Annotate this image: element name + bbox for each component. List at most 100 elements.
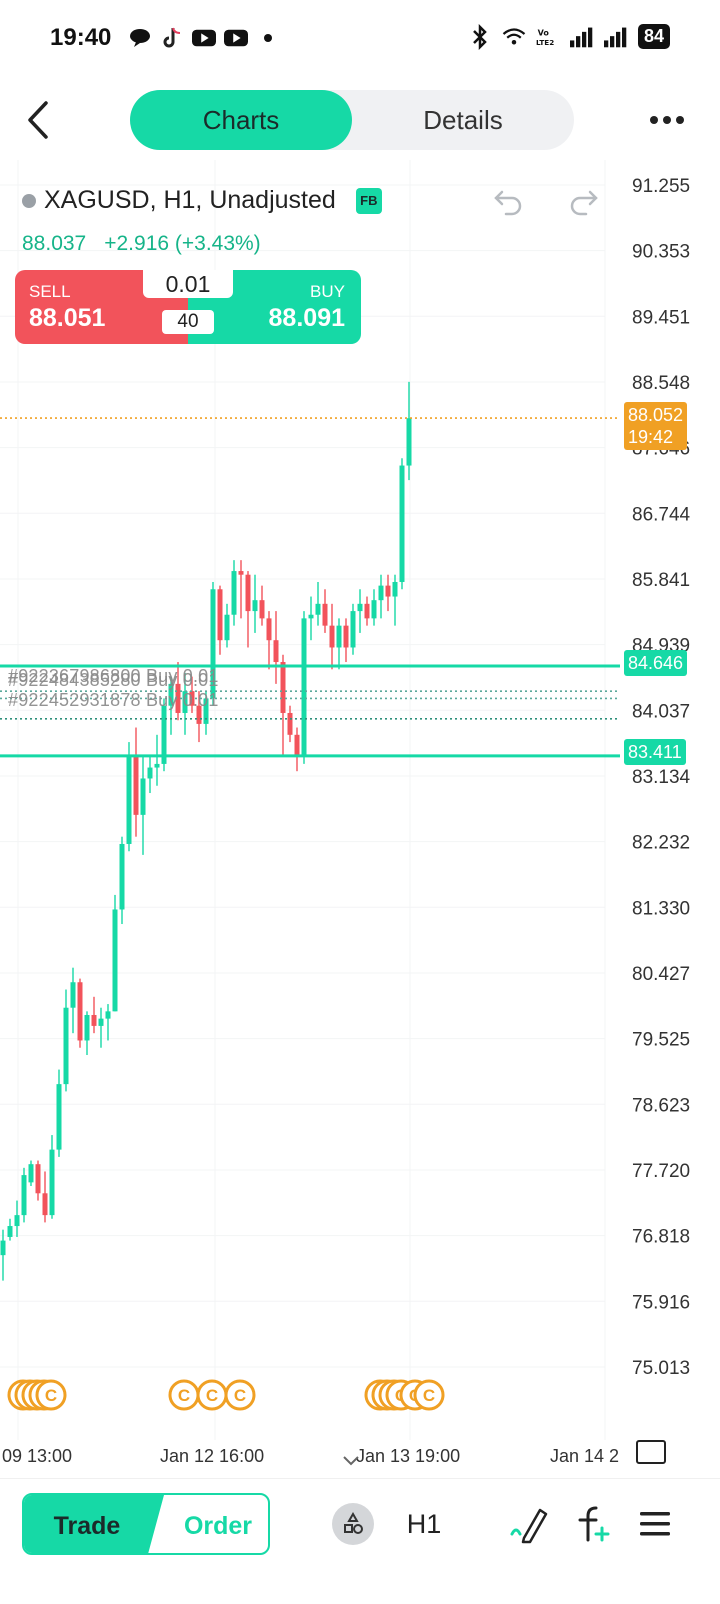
bluetooth-icon: [468, 23, 492, 50]
chevron-left-icon: [28, 101, 48, 139]
pencil-icon: [510, 1508, 548, 1544]
indicators-button[interactable]: [576, 1501, 612, 1547]
event-marker-label: C: [178, 1386, 190, 1405]
chevron-down-icon: [343, 1456, 359, 1466]
tiktok-icon: [160, 26, 184, 50]
candle-down: [287, 712, 293, 735]
timeframe-button[interactable]: H1: [406, 1508, 442, 1539]
header: Charts Details: [0, 88, 720, 152]
event-marker: [35, 1379, 67, 1411]
price-axis-label: 75.916: [632, 1292, 690, 1313]
candle-down: [77, 982, 83, 1041]
candle-down: [364, 603, 370, 619]
sell-label: SELL: [29, 282, 71, 301]
candle-down: [329, 625, 335, 648]
candle-up: [119, 843, 125, 910]
status-time: 19:40: [50, 24, 112, 51]
candle-down: [385, 585, 391, 597]
candle-up: [378, 585, 384, 601]
event-marker-label: C: [423, 1386, 435, 1405]
candle-up: [21, 1175, 27, 1216]
candle-up: [168, 683, 174, 706]
candle-down: [266, 618, 272, 641]
lot-size-input[interactable]: 0.01: [143, 270, 233, 298]
order-label[interactable]: #922484385280 Buy 0.01: [8, 670, 219, 690]
candle-up: [371, 600, 377, 619]
candle-up: [336, 625, 342, 648]
candle-up: [224, 614, 230, 641]
event-marker: [413, 1379, 445, 1411]
undo-button[interactable]: [492, 184, 526, 218]
back-button[interactable]: [18, 96, 58, 144]
candle-down: [343, 625, 349, 648]
candle-down: [133, 756, 139, 815]
candle-up: [154, 763, 160, 768]
more-notifications-dot-icon: [256, 26, 280, 50]
objects-button[interactable]: [330, 1501, 376, 1547]
battery-indicator: 84: [637, 24, 670, 49]
last-price: 88.037: [22, 232, 87, 255]
price-axis-label: 79.525: [632, 1030, 690, 1051]
market-status-dot: [22, 193, 36, 208]
candle-down: [196, 705, 202, 724]
candle-down: [175, 683, 181, 713]
hamburger-icon: [640, 1512, 670, 1536]
event-marker-label: C: [206, 1386, 218, 1405]
candle-up: [56, 1084, 62, 1150]
tab-trade[interactable]: Trade: [24, 1495, 164, 1553]
menu-button[interactable]: [638, 1501, 672, 1547]
youtube-icon: [224, 26, 248, 50]
fb-badge: FB: [355, 187, 382, 214]
price-axis-label: 86.744: [632, 504, 691, 525]
symbol-title[interactable]: XAGUSD, H1, Unadjusted: [44, 186, 336, 214]
redo-button[interactable]: [566, 184, 600, 218]
wifi-icon: [502, 25, 526, 49]
candlestick-chart[interactable]: 91.25590.35389.45188.54887.64686.74485.8…: [0, 0, 720, 1480]
price-change: +2.916 (+3.43%): [104, 232, 261, 255]
volte-icon: Vo LTE2: [536, 25, 560, 49]
order-label[interactable]: #922452931878 Buy 0.01: [8, 690, 219, 710]
candle-up: [301, 618, 307, 757]
shapes-icon: [332, 1503, 374, 1545]
tab-charts[interactable]: Charts: [130, 90, 352, 150]
signal-strength-icon: [603, 25, 628, 49]
notification-icons: [128, 26, 280, 50]
price-axis-label: 77.720: [632, 1161, 690, 1182]
event-marker: [224, 1379, 256, 1411]
sell-price: 88.051: [29, 304, 106, 332]
candle-up: [315, 603, 321, 615]
one-click-trade-widget: SELL 88.051 BUY 88.091 0.01 40: [15, 270, 361, 344]
function-icon: [578, 1506, 610, 1542]
candle-up: [147, 767, 153, 779]
trade-order-switch: Trade Order: [22, 1493, 270, 1555]
symbol-header: XAGUSD, H1, Unadjusted FB: [22, 186, 382, 215]
draw-tool-button[interactable]: [508, 1501, 548, 1547]
price-axis-label: 80.427: [632, 964, 690, 985]
candle-down: [322, 603, 328, 626]
more-button[interactable]: [642, 102, 692, 138]
line-price-tag: 84.646: [624, 650, 688, 676]
order-label[interactable]: #922367986800 Buy 0.01: [8, 666, 219, 686]
price-summary: 88.037 +2.916 (+3.43%): [22, 232, 261, 256]
candle-down: [238, 571, 244, 575]
candle-down: [294, 734, 300, 757]
candle-up: [231, 571, 237, 615]
candle-down: [91, 1014, 97, 1026]
status-bar: 19:40 Vo LTE2 84: [0, 0, 720, 80]
candle-up: [126, 756, 132, 844]
layout-toggle-button[interactable]: [636, 1440, 666, 1464]
price-axis-label: 83.134: [632, 767, 691, 788]
tab-details[interactable]: Details: [423, 104, 503, 135]
candle-down: [245, 574, 251, 612]
tab-order[interactable]: Order: [183, 1511, 253, 1540]
system-icons: Vo LTE2 84: [468, 23, 670, 50]
current-price: 88.052: [628, 405, 684, 425]
candle-up: [14, 1215, 20, 1227]
candle-up: [7, 1226, 13, 1237]
price-axis-label: 75.013: [632, 1358, 690, 1379]
svg-text:Vo: Vo: [538, 28, 550, 37]
scroll-to-latest-button[interactable]: [342, 1454, 360, 1468]
candle-down: [273, 640, 279, 663]
candle-up: [210, 589, 216, 699]
view-switcher: Charts Details: [130, 90, 574, 150]
